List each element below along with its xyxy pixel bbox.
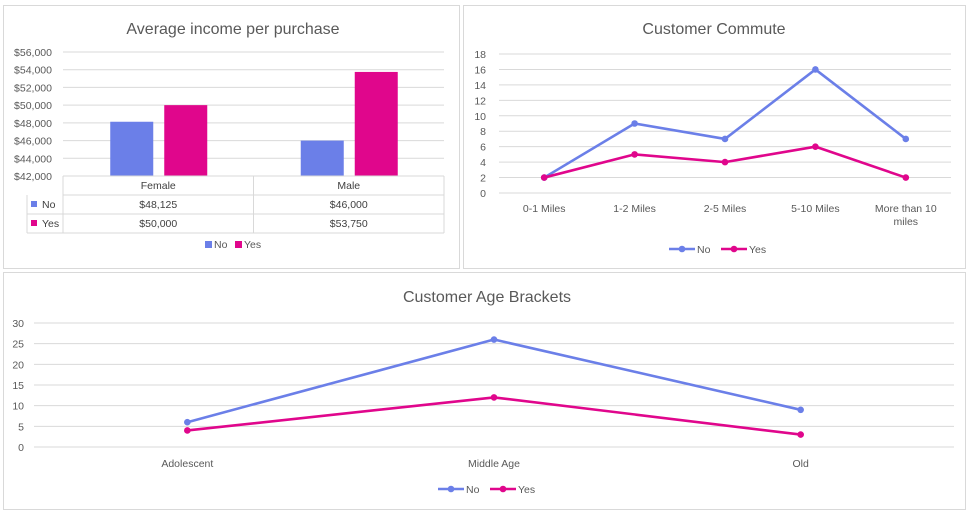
x-tick-label: 2-5 Miles — [704, 203, 747, 215]
income-chart: Average income per purchase $42,000 $44,00… — [14, 21, 445, 251]
chart-title: Customer Commute — [642, 21, 785, 38]
series-line-yes — [187, 396, 801, 436]
series-line-no — [186, 338, 801, 424]
commute-chart: Customer Commute 0 2 4 6 8 10 12 14 16 18 0-1 Miles… — [474, 21, 951, 256]
y-tick-label: 0 — [18, 442, 24, 454]
commute-chart-panel: Customer Commute 0 2 4 6 8 10 12 14 16 18 0-1 Miles… — [463, 5, 966, 269]
table-row-label: No — [42, 199, 56, 211]
legend-key-no — [205, 241, 212, 248]
y-tick-label: 2 — [480, 173, 486, 185]
legend-label: No — [697, 244, 711, 256]
table-legend-key — [31, 201, 37, 207]
point-no-4 — [902, 135, 910, 143]
legend-key-yes — [235, 241, 242, 248]
legend-label: No — [466, 484, 480, 496]
y-tick-label: 6 — [480, 142, 486, 154]
y-tick-label: $54,000 — [14, 65, 52, 77]
legend-label: Yes — [518, 484, 535, 496]
y-tick-label: 10 — [12, 401, 24, 413]
table-cell-yes-female: $50,000 — [139, 218, 177, 230]
legend-label: Yes — [244, 239, 261, 251]
bar-yes-male — [354, 71, 398, 176]
chart-title: Average income per purchase — [126, 21, 339, 38]
point-yes-2 — [797, 431, 804, 438]
table-cell-no-male: $46,000 — [330, 199, 368, 211]
x-tick-label: 0-1 Miles — [523, 203, 566, 215]
x-tick-label: miles — [894, 216, 919, 228]
x-tick-label: Middle Age — [468, 458, 520, 470]
point-no-2 — [721, 135, 729, 143]
table-legend-key — [31, 220, 37, 226]
legend-marker — [447, 485, 455, 493]
y-tick-label: 10 — [474, 111, 486, 123]
legend-label: No — [214, 239, 228, 251]
y-tick-label: 5 — [18, 421, 24, 433]
y-tick-label: $50,000 — [14, 100, 52, 112]
point-yes-3 — [812, 143, 819, 150]
table-cell-no-female: $48,125 — [139, 199, 177, 211]
y-tick-label: $48,000 — [14, 118, 52, 130]
legend-marker — [678, 245, 686, 253]
income-chart-panel: Average income per purchase $42,000 $44,00… — [3, 5, 460, 269]
legend-marker — [730, 245, 738, 253]
point-yes-4 — [902, 174, 910, 181]
y-tick-label: $56,000 — [14, 47, 52, 59]
age-chart: Customer Age Brackets 0 5 10 15 20 25 30 Adolesc… — [12, 289, 954, 496]
bar-no-male — [300, 140, 344, 176]
legend-marker — [499, 485, 507, 493]
y-tick-label: 30 — [12, 318, 24, 330]
bar-no-female — [110, 121, 154, 176]
point-yes-0 — [184, 427, 191, 434]
point-no-0 — [184, 418, 191, 426]
table-row-label: Yes — [42, 218, 59, 230]
point-no-3 — [812, 66, 819, 73]
chart-title: Customer Age Brackets — [403, 289, 571, 306]
legend-label: Yes — [749, 244, 766, 256]
x-tick-label: 1-2 Miles — [613, 203, 656, 215]
y-tick-label: 14 — [474, 80, 486, 92]
y-tick-label: $52,000 — [14, 82, 52, 94]
y-tick-label: 18 — [474, 49, 486, 61]
y-tick-label: 8 — [480, 126, 486, 138]
x-tick-label: 5-10 Miles — [791, 203, 839, 215]
age-chart-panel: Customer Age Brackets 0 5 10 15 20 25 30 Adolesc… — [3, 272, 966, 510]
y-tick-label: 20 — [12, 359, 24, 371]
bar-yes-female — [164, 105, 208, 176]
point-no-1 — [490, 336, 498, 343]
x-tick-label: Old — [792, 458, 809, 470]
point-no-2 — [797, 406, 804, 414]
y-tick-label: 16 — [474, 64, 486, 76]
y-tick-label: $44,000 — [14, 153, 52, 165]
y-tick-label: $46,000 — [14, 136, 52, 148]
table-cell-yes-male: $53,750 — [330, 218, 368, 230]
point-yes-1 — [490, 394, 498, 401]
y-tick-label: 12 — [474, 95, 486, 107]
y-tick-label: $42,000 — [14, 171, 52, 183]
x-tick-label: More than 10 — [875, 203, 937, 215]
y-tick-label: 4 — [480, 157, 486, 169]
point-no-1 — [631, 120, 638, 127]
point-yes-1 — [631, 151, 638, 158]
y-tick-label: 15 — [12, 380, 24, 392]
table-header-female: Female — [141, 180, 176, 192]
point-yes-0 — [540, 174, 548, 181]
y-tick-label: 25 — [12, 339, 24, 351]
y-tick-label: 0 — [480, 188, 486, 200]
table-header-male: Male — [337, 180, 360, 192]
x-tick-label: Adolescent — [161, 458, 213, 470]
point-yes-2 — [721, 158, 729, 166]
